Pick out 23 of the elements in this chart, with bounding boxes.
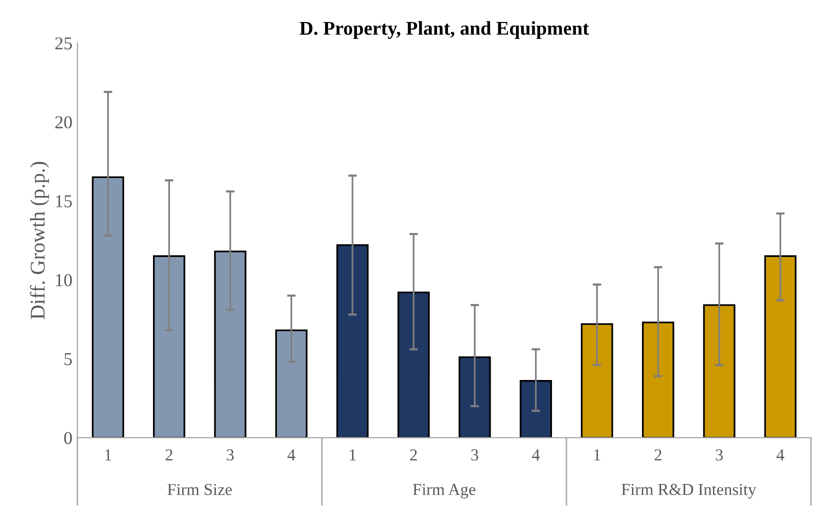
y-tick-label: 5	[64, 353, 72, 366]
x-tick-label: 2	[166, 449, 172, 460]
y-tick-label: 0	[64, 432, 72, 444]
x-tick-label: 4	[532, 449, 540, 460]
x-tick-label: 1	[594, 449, 600, 460]
y-tick-label: 25	[55, 37, 72, 50]
y-tick-label: 20	[55, 116, 72, 128]
x-tick-label: 3	[471, 449, 478, 461]
x-tick-label: 2	[410, 449, 417, 460]
y-axis-title: Diff. Growth (p.p.)	[30, 162, 49, 320]
x-tick-label: 4	[776, 449, 784, 460]
text: Firm R&D Intensity	[622, 484, 756, 499]
chart-title: D. Property, Plant, and Equipment	[300, 21, 589, 39]
text: Firm Age	[412, 484, 476, 499]
text: Firm Size	[168, 484, 232, 496]
x-tick-label: 3	[226, 449, 234, 461]
x-tick-label: 4	[288, 449, 296, 460]
x-tick-label: 1	[350, 449, 356, 460]
x-tick-label: 3	[716, 449, 723, 461]
y-tick-label: 10	[56, 274, 72, 286]
y-tick-label: 15	[56, 195, 72, 208]
x-tick-label: 1	[105, 449, 112, 460]
x-tick-label: 2	[654, 449, 662, 460]
